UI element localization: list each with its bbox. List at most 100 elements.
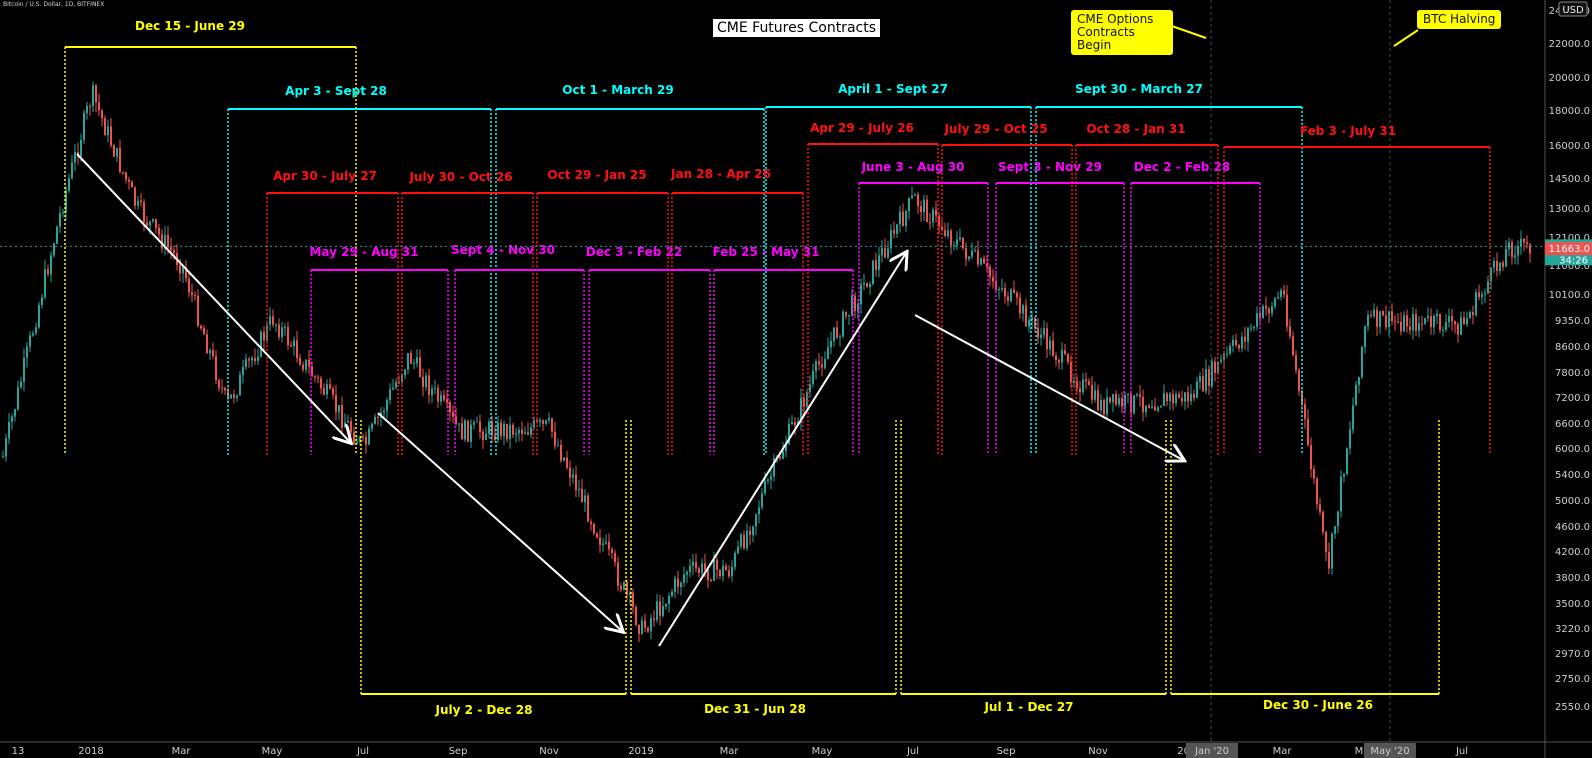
candle-body	[770, 476, 772, 480]
candle-body	[1451, 316, 1453, 322]
y-tick-label: 12100.0	[1549, 233, 1590, 244]
candle-body	[1217, 361, 1219, 373]
candle-body	[617, 562, 619, 586]
candle-body	[59, 213, 61, 227]
candle-body	[821, 364, 823, 368]
candle-body	[167, 235, 169, 248]
candle-body	[1352, 405, 1354, 430]
candle-body	[407, 353, 409, 370]
candle-body	[530, 427, 532, 435]
contract-label: Dec 30 - June 26	[1263, 698, 1373, 712]
candle-body	[497, 422, 499, 440]
contract-label: Apr 30 - July 27	[273, 169, 377, 183]
candle-body	[125, 172, 127, 180]
candle-body	[590, 521, 592, 524]
candle-body	[1121, 398, 1123, 407]
candle-body	[74, 151, 76, 163]
contract-label: Oct 1 - March 29	[562, 83, 673, 97]
candle-body	[1133, 395, 1135, 413]
candle-body	[980, 258, 982, 265]
candle-body	[722, 565, 724, 577]
y-tick-label: 4200.0	[1555, 547, 1590, 558]
candle-body	[827, 347, 829, 360]
candle-body	[239, 374, 241, 396]
candle-body	[746, 530, 748, 549]
candle-body	[131, 181, 133, 188]
candle-body	[326, 384, 328, 395]
candle-body	[1025, 305, 1027, 327]
candle-body	[440, 395, 442, 402]
candle-body	[1004, 288, 1006, 297]
candle-body	[968, 256, 970, 259]
candle-body	[1460, 317, 1462, 335]
candle-body	[140, 200, 142, 203]
candle-body	[473, 422, 475, 425]
candle-body	[740, 534, 742, 547]
candle-body	[1061, 350, 1063, 363]
grid	[1210, 0, 1391, 742]
candle-body	[1262, 305, 1264, 318]
x-tick-label: Jul	[1455, 746, 1468, 757]
candle-body	[686, 571, 688, 575]
candle-body	[710, 579, 712, 581]
candle-body	[11, 416, 13, 422]
candle-body	[317, 377, 319, 379]
candle-body	[470, 424, 472, 442]
candle-body	[764, 480, 766, 494]
candle-body	[272, 316, 274, 325]
candle-body	[236, 395, 238, 398]
candle-body	[443, 395, 445, 400]
y-tick-label: 2970.0	[1555, 649, 1590, 660]
x-date-tag	[1186, 743, 1238, 758]
candle-body	[98, 102, 100, 111]
candle-body	[1082, 379, 1084, 393]
candle-body	[824, 359, 826, 368]
candle-body	[545, 420, 547, 424]
candle-body	[425, 375, 427, 388]
candle-body	[905, 211, 907, 227]
x-tick-label: 13	[12, 746, 25, 757]
contract-label: Jan 28 - Apr 26	[670, 167, 771, 181]
candle-body	[1493, 261, 1495, 268]
y-tick-label: 2750.0	[1555, 674, 1590, 685]
candle-body	[974, 250, 976, 252]
candle-body	[1415, 314, 1417, 331]
prev-price-tag	[1545, 242, 1592, 256]
candle-body	[914, 194, 916, 196]
candle-body	[503, 423, 505, 436]
prev-price-label: 11663.0	[1549, 244, 1590, 255]
candle-body	[1238, 345, 1240, 349]
candle-body	[488, 421, 490, 434]
candle-body	[971, 250, 973, 257]
candle-body	[404, 369, 406, 376]
candle-body	[1043, 328, 1045, 335]
candle-body	[476, 421, 478, 423]
candle-body	[119, 147, 121, 173]
candle-body	[1040, 334, 1042, 338]
candle-body	[1136, 394, 1138, 396]
candle-body	[584, 495, 586, 503]
trend-arrow	[76, 153, 350, 442]
candle-body	[785, 444, 787, 452]
candle-body	[731, 566, 733, 577]
candle-body	[1229, 345, 1231, 354]
candle-body	[644, 620, 646, 628]
candle-body	[1400, 321, 1402, 332]
candle-body	[482, 431, 484, 441]
candle-body	[521, 429, 523, 434]
candle-body	[1469, 312, 1471, 319]
y-tick-label: 13000.0	[1549, 204, 1590, 215]
candle-body	[557, 444, 559, 446]
contract-label: Sept 4 - Nov 30	[451, 243, 555, 257]
candle-body	[911, 195, 913, 198]
candle-body	[1085, 379, 1087, 382]
y-tick-label: 10100.0	[1549, 290, 1590, 301]
candle-body	[275, 324, 277, 326]
candle-body	[1307, 419, 1309, 446]
candle-body	[749, 530, 751, 536]
candle-body	[1286, 294, 1288, 327]
candle-body	[1235, 340, 1237, 346]
candle-body	[305, 359, 307, 370]
candle-body	[890, 230, 892, 249]
